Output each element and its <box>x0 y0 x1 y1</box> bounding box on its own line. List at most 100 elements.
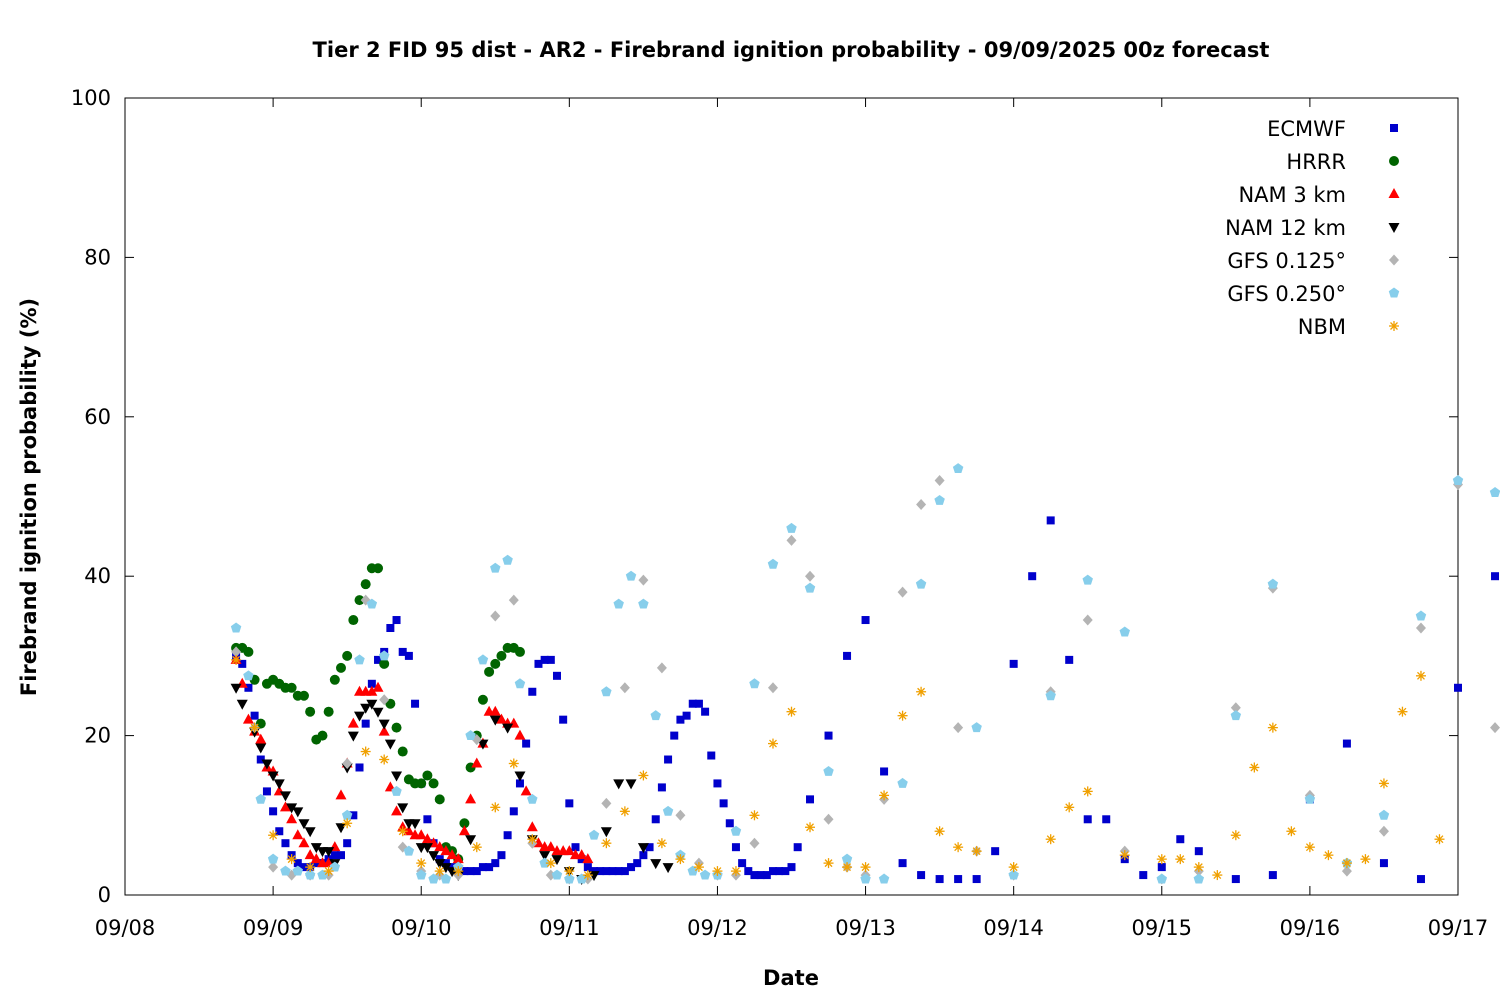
data-point <box>934 475 945 487</box>
data-point <box>299 863 308 872</box>
data-point <box>650 859 662 870</box>
data-point <box>657 783 666 792</box>
data-point <box>559 715 568 724</box>
data-point <box>267 853 279 864</box>
data-point <box>298 690 309 701</box>
data-point <box>731 843 740 852</box>
data-point <box>421 843 433 854</box>
x-tick-label: 09/13 <box>835 916 896 940</box>
legend-marker <box>1388 188 1400 198</box>
data-point <box>360 579 371 590</box>
data-point <box>305 706 316 717</box>
data-point <box>935 875 944 884</box>
data-point <box>440 873 452 884</box>
data-point <box>446 849 458 860</box>
data-point <box>386 624 395 633</box>
asterisk-stroke <box>843 863 852 872</box>
data-point <box>571 843 580 852</box>
asterisk-stroke <box>1417 671 1425 680</box>
x-tick-label: 09/17 <box>1428 916 1489 940</box>
data-point <box>526 821 538 832</box>
asterisk-stroke <box>1379 779 1388 788</box>
data-point <box>434 794 445 805</box>
data-point <box>1416 875 1425 884</box>
data-point <box>1231 875 1240 884</box>
data-point <box>391 722 402 733</box>
data-point <box>484 666 495 677</box>
data-point <box>662 863 674 874</box>
asterisk-stroke <box>1250 763 1259 772</box>
asterisk-stroke <box>1435 835 1444 844</box>
x-tick-label: 09/09 <box>243 916 304 940</box>
asterisk-stroke <box>343 819 352 828</box>
data-point <box>250 711 259 720</box>
data-point <box>440 863 452 874</box>
data-point <box>323 866 334 877</box>
data-point <box>398 647 407 656</box>
data-point <box>878 873 890 884</box>
data-point <box>366 685 378 696</box>
data-point <box>1212 870 1223 881</box>
data-point <box>786 534 797 546</box>
data-point <box>411 699 420 708</box>
data-point <box>392 616 401 625</box>
data-point <box>509 807 518 816</box>
data-point <box>954 875 963 884</box>
asterisk-stroke <box>232 655 241 664</box>
data-point <box>490 562 501 573</box>
data-point <box>243 646 254 657</box>
data-point <box>860 873 871 884</box>
data-point <box>459 818 470 829</box>
data-point <box>1489 487 1500 497</box>
data-point <box>638 598 649 609</box>
data-point <box>1378 825 1389 837</box>
asterisk-stroke <box>472 843 481 852</box>
data-point <box>515 779 524 788</box>
data-point <box>415 829 427 840</box>
asterisk-stroke <box>954 843 963 852</box>
data-point <box>1434 834 1445 845</box>
data-point <box>304 827 316 838</box>
data-point <box>269 807 278 816</box>
data-point <box>768 867 777 876</box>
data-point <box>651 815 660 824</box>
data-point <box>1083 815 1092 824</box>
data-point <box>719 799 728 808</box>
asterisk-stroke <box>1083 787 1092 796</box>
data-point <box>1045 690 1056 701</box>
data-point <box>534 659 543 668</box>
data-point <box>786 706 797 717</box>
data-point <box>601 686 612 697</box>
data-point <box>293 859 302 868</box>
data-point <box>298 819 310 830</box>
data-point <box>275 827 284 836</box>
data-point <box>1415 610 1427 621</box>
data-point <box>823 858 834 869</box>
data-point <box>738 859 747 868</box>
data-point <box>576 873 587 884</box>
data-point <box>687 865 698 876</box>
asterisk-stroke <box>1176 855 1185 864</box>
data-point <box>421 833 433 844</box>
data-point <box>279 791 291 802</box>
data-point <box>588 829 600 840</box>
asterisk-stroke <box>306 863 315 872</box>
data-point <box>1268 871 1277 880</box>
data-point <box>391 771 403 782</box>
data-point <box>1452 475 1464 486</box>
data-point <box>256 755 265 764</box>
data-point <box>915 578 927 589</box>
data-point <box>546 655 555 664</box>
data-point <box>503 831 512 840</box>
data-point <box>693 862 704 873</box>
data-point <box>374 655 383 664</box>
data-point <box>347 731 359 742</box>
series-nbm <box>231 654 1445 881</box>
data-point <box>637 843 649 854</box>
data-point <box>650 710 661 721</box>
data-point <box>749 678 760 689</box>
data-point <box>298 837 310 848</box>
data-point <box>793 843 802 852</box>
data-point <box>279 801 291 812</box>
